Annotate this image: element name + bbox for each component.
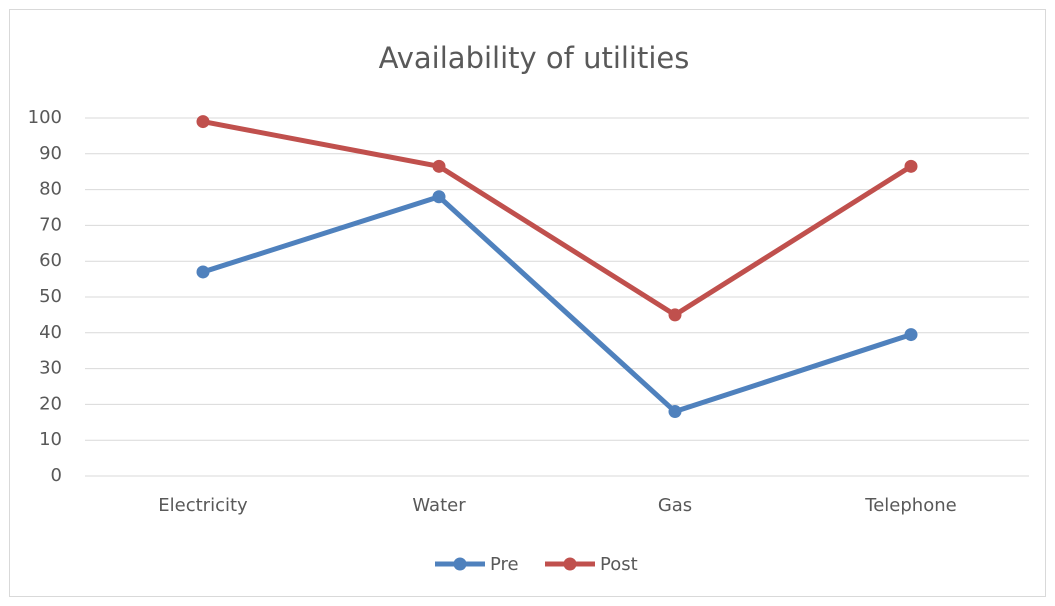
y-tick-label: 50 (39, 286, 62, 307)
chart-border (9, 9, 1046, 597)
x-tick-label: Electricity (158, 495, 248, 516)
data-point (432, 159, 446, 173)
y-tick-label: 30 (39, 358, 62, 379)
y-tick-label: 100 (28, 107, 62, 128)
legend-label: Pre (490, 554, 519, 575)
series-line (200, 119, 914, 318)
y-tick-label: 20 (39, 393, 62, 414)
y-tick-label: 60 (39, 250, 62, 271)
data-point (668, 308, 682, 322)
chart-title: Availability of utilities (379, 41, 690, 75)
y-tick-label: 90 (39, 143, 62, 164)
y-tick-label: 0 (51, 465, 62, 486)
data-point (432, 190, 446, 204)
y-tick-label: 10 (39, 429, 62, 450)
data-point (904, 328, 918, 342)
y-tick-label: 40 (39, 322, 62, 343)
data-point (196, 265, 210, 279)
legend-swatch-marker (453, 557, 467, 571)
y-tick-label: 80 (39, 179, 62, 200)
y-tick-label: 70 (39, 214, 62, 235)
data-point (904, 159, 918, 173)
series-line (200, 194, 914, 415)
legend-swatch-marker (563, 557, 577, 571)
data-point (668, 405, 682, 419)
legend-label: Post (600, 554, 638, 575)
x-tick-label: Gas (658, 495, 692, 516)
data-point (196, 115, 210, 129)
x-tick-label: Telephone (864, 495, 956, 516)
x-tick-label: Water (412, 495, 466, 516)
